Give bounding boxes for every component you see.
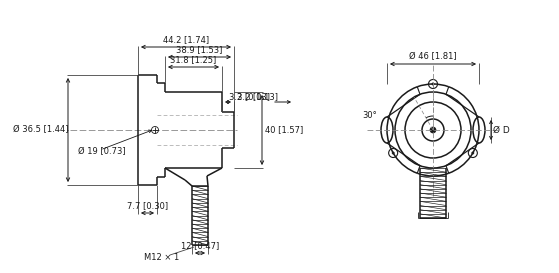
- Text: 31.8 [1.25]: 31.8 [1.25]: [170, 55, 217, 64]
- Text: M12 × 1: M12 × 1: [144, 253, 179, 262]
- Circle shape: [472, 152, 474, 154]
- Circle shape: [430, 127, 436, 133]
- Text: 3.2 [0.13]: 3.2 [0.13]: [229, 92, 270, 101]
- Text: 30°: 30°: [362, 111, 377, 120]
- Text: 3.2 [0.13]: 3.2 [0.13]: [237, 92, 278, 101]
- Text: 7.7 [0.30]: 7.7 [0.30]: [127, 201, 168, 210]
- Text: Ø D: Ø D: [493, 126, 510, 135]
- Text: 38.9 [1.53]: 38.9 [1.53]: [176, 45, 222, 54]
- Text: 44.2 [1.74]: 44.2 [1.74]: [163, 35, 209, 44]
- Text: 40 [1.57]: 40 [1.57]: [265, 126, 303, 135]
- Text: Ø 46 [1.81]: Ø 46 [1.81]: [409, 52, 457, 61]
- Text: Ø 36.5 [1.44]: Ø 36.5 [1.44]: [13, 126, 69, 135]
- Circle shape: [392, 152, 394, 154]
- Text: Ø 19 [0.73]: Ø 19 [0.73]: [78, 147, 126, 156]
- Text: 12 [0.47]: 12 [0.47]: [181, 241, 219, 250]
- Circle shape: [432, 83, 434, 85]
